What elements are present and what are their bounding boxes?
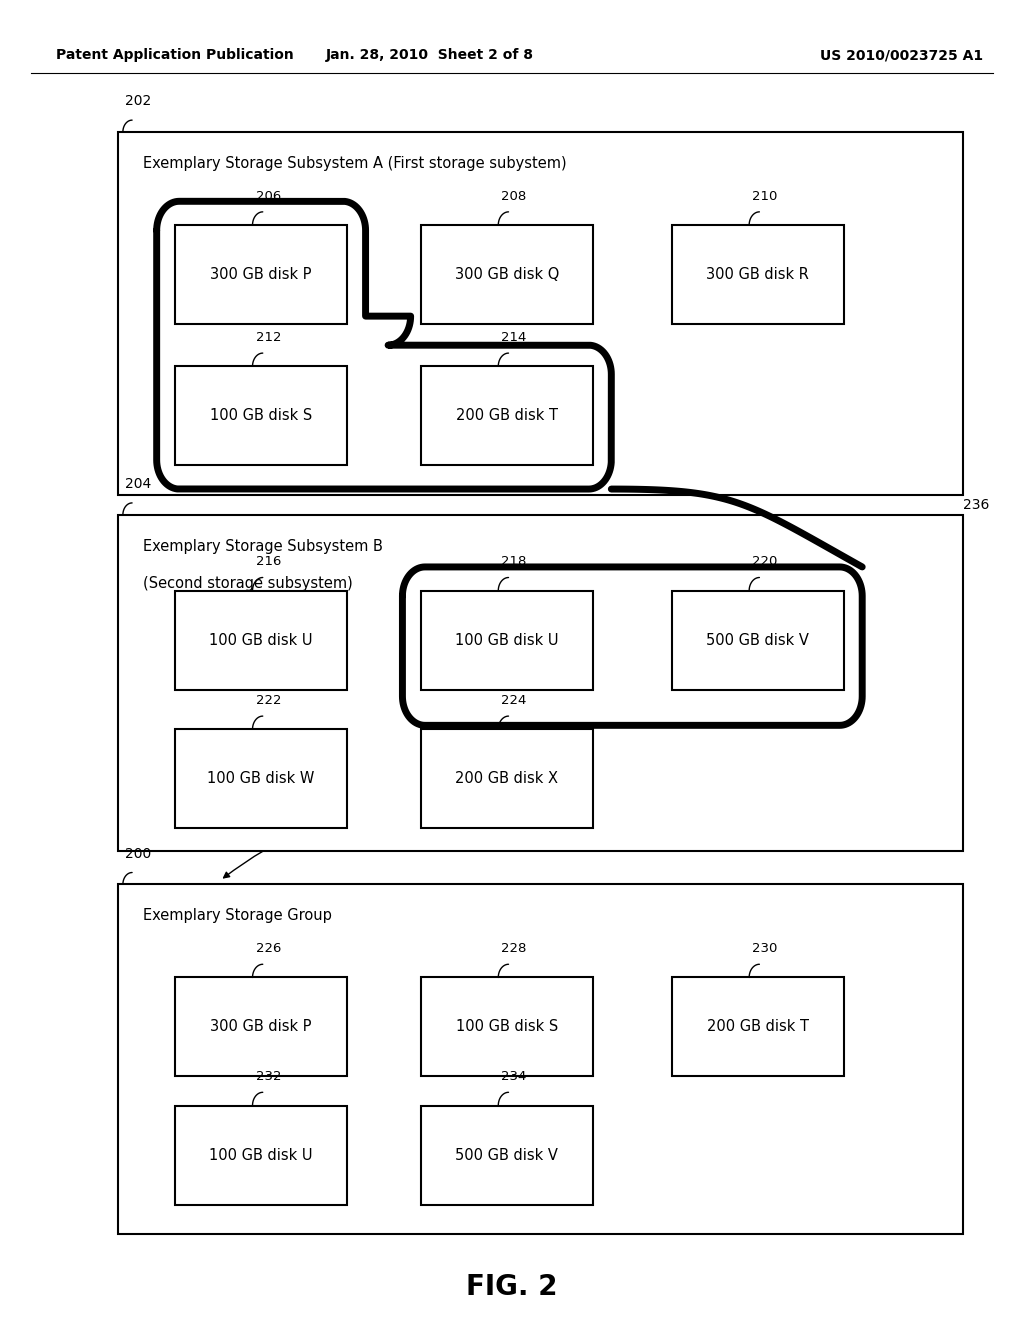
Text: 100 GB disk W: 100 GB disk W <box>208 771 314 787</box>
Text: Exemplary Storage Subsystem A (First storage subystem): Exemplary Storage Subsystem A (First sto… <box>143 156 567 170</box>
Bar <box>118 884 963 1234</box>
Bar <box>175 224 347 323</box>
Text: 200 GB disk T: 200 GB disk T <box>707 1019 809 1035</box>
Bar <box>175 366 347 465</box>
Text: Exemplary Storage Group: Exemplary Storage Group <box>143 908 332 923</box>
Text: 300 GB disk Q: 300 GB disk Q <box>455 267 559 282</box>
Bar <box>175 1106 347 1204</box>
Bar <box>175 591 347 689</box>
Text: 200 GB disk X: 200 GB disk X <box>456 771 558 787</box>
Text: 210: 210 <box>753 190 777 202</box>
Text: 204: 204 <box>125 477 152 491</box>
Text: 214: 214 <box>690 403 716 416</box>
Text: 208: 208 <box>502 190 526 202</box>
Text: 224: 224 <box>502 694 526 708</box>
Text: 300 GB disk P: 300 GB disk P <box>210 267 312 282</box>
Bar <box>118 515 963 851</box>
Text: Exemplary Storage Subsystem B: Exemplary Storage Subsystem B <box>143 539 383 553</box>
Bar <box>118 132 963 495</box>
Text: 100 GB disk U: 100 GB disk U <box>455 632 559 648</box>
Text: 300 GB disk P: 300 GB disk P <box>210 1019 312 1035</box>
Text: 206: 206 <box>256 190 281 202</box>
Text: 226: 226 <box>256 942 281 956</box>
Text: 216: 216 <box>256 556 281 568</box>
Text: US 2010/0023725 A1: US 2010/0023725 A1 <box>819 49 983 62</box>
Bar <box>421 729 593 829</box>
Text: Patent Application Publication: Patent Application Publication <box>56 49 294 62</box>
Bar <box>421 1106 593 1204</box>
Text: 100 GB disk S: 100 GB disk S <box>456 1019 558 1035</box>
Text: Jan. 28, 2010  Sheet 2 of 8: Jan. 28, 2010 Sheet 2 of 8 <box>326 49 535 62</box>
Text: (Second storage subsystem): (Second storage subsystem) <box>143 576 353 590</box>
Text: 500 GB disk V: 500 GB disk V <box>707 632 809 648</box>
Text: 300 GB disk R: 300 GB disk R <box>707 267 809 282</box>
Bar <box>672 977 844 1077</box>
Text: 100 GB disk U: 100 GB disk U <box>209 632 313 648</box>
Bar <box>672 224 844 323</box>
Text: FIG. 2: FIG. 2 <box>466 1272 558 1302</box>
Text: Exemplary Storage Group with 1200GB disk: Exemplary Storage Group with 1200GB disk <box>589 791 895 805</box>
Text: 232: 232 <box>256 1071 282 1082</box>
Bar <box>421 366 593 465</box>
Text: 100 GB disk S: 100 GB disk S <box>210 408 312 424</box>
Text: 218: 218 <box>502 556 526 568</box>
Text: 224: 224 <box>690 766 716 779</box>
Bar <box>421 977 593 1077</box>
Text: 100 GB disk U: 100 GB disk U <box>209 1147 313 1163</box>
Text: 222: 222 <box>256 694 282 708</box>
Text: 500 GB disk V: 500 GB disk V <box>456 1147 558 1163</box>
Bar <box>175 977 347 1077</box>
Text: 236: 236 <box>963 498 989 512</box>
Text: 212: 212 <box>256 331 282 343</box>
Text: 200 GB disk T: 200 GB disk T <box>456 408 558 424</box>
Bar <box>672 591 844 689</box>
Text: space formed from the two storage subsystems: space formed from the two storage subsys… <box>589 820 921 834</box>
Bar <box>175 729 347 829</box>
Text: 230: 230 <box>753 942 777 956</box>
Text: 220: 220 <box>753 556 777 568</box>
Text: 228: 228 <box>502 942 526 956</box>
Text: 200: 200 <box>125 846 152 861</box>
Text: 214: 214 <box>502 331 526 343</box>
Text: 234: 234 <box>502 1071 526 1082</box>
Text: 202: 202 <box>125 94 152 108</box>
Bar <box>421 591 593 689</box>
Bar <box>421 224 593 323</box>
